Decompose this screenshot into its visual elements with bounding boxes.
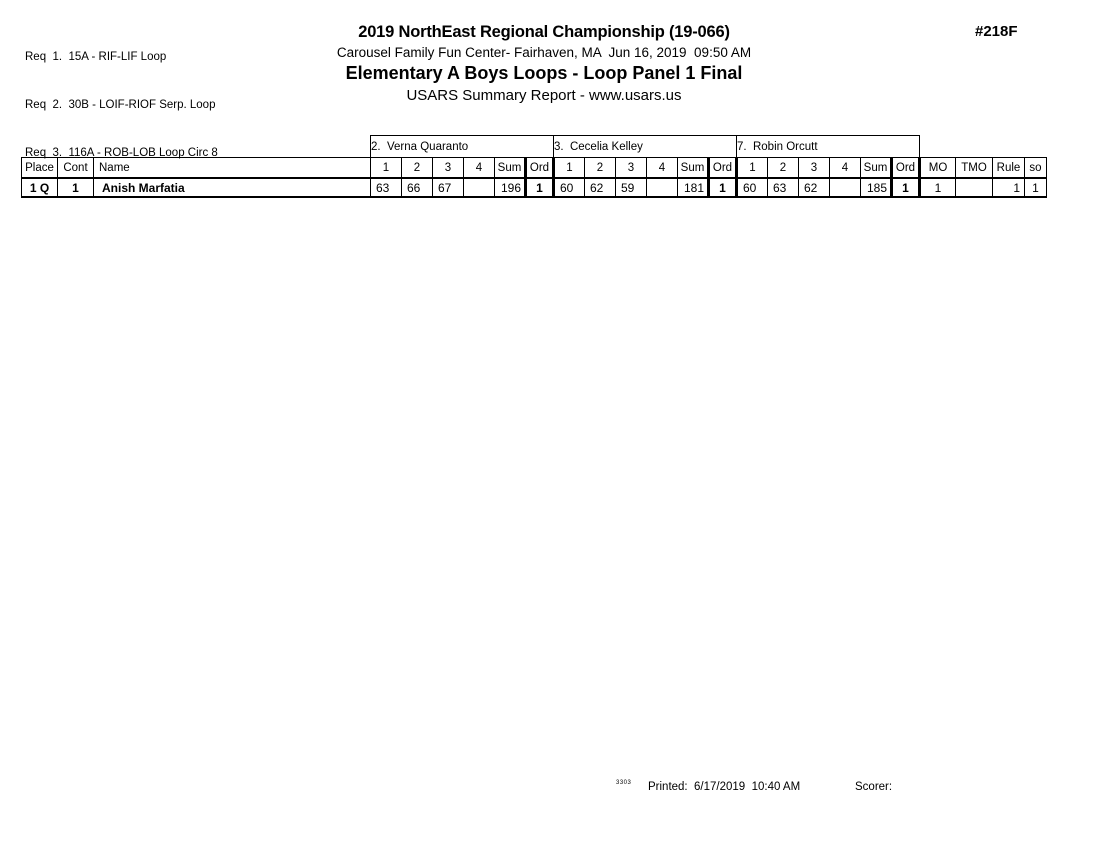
col-header-j1-trial1: 1: [370, 157, 402, 179]
col-header-cont: Cont: [57, 157, 94, 179]
judge-1-name: 2. Verna Quaranto: [370, 135, 554, 158]
requirement-line-2: Req 2. 30B - LOIF-RIOF Serp. Loop: [25, 99, 216, 111]
report-subtitle: USARS Summary Report - www.usars.us: [406, 87, 682, 104]
col-header-j2-ord: Ord: [707, 157, 738, 179]
col-header-j2-sum: Sum: [677, 157, 709, 179]
results-table: 2. Verna Quaranto 3. Cecelia Kelley 7. R…: [21, 135, 1047, 198]
col-header-place: Place: [21, 157, 58, 179]
j1-trial1-score: 63: [370, 177, 402, 198]
col-header-rule: Rule: [992, 157, 1025, 179]
report-code: 3303: [616, 780, 632, 786]
col-header-mo: MO: [919, 157, 956, 179]
j1-trial3-score: 67: [432, 177, 464, 198]
col-header-j3-trial3: 3: [798, 157, 830, 179]
j3-trial2-score: 63: [767, 177, 799, 198]
col-header-j3-ord: Ord: [890, 157, 921, 179]
col-header-j2-trial4: 4: [646, 157, 678, 179]
judge-header-spacer-left: [22, 136, 371, 158]
mo-cell: 1: [919, 177, 956, 198]
printed-timestamp: Printed: 6/17/2019 10:40 AM: [648, 781, 800, 793]
requirement-line-1: Req 1. 15A - RIF-LIF Loop: [25, 51, 167, 63]
rule-cell: 1: [992, 177, 1025, 198]
championship-title: 2019 NorthEast Regional Championship (19…: [358, 23, 730, 41]
j1-sum: 196: [494, 177, 526, 198]
j2-trial4-score: [646, 177, 678, 198]
place-cell: 1 Q: [21, 177, 58, 198]
tmo-cell: [955, 177, 993, 198]
col-header-j1-trial3: 3: [432, 157, 464, 179]
j1-trial4-score: [463, 177, 495, 198]
col-header-j3-sum: Sum: [860, 157, 892, 179]
col-header-j1-ord: Ord: [524, 157, 555, 179]
venue-date-line: Carousel Family Fun Center- Fairhaven, M…: [336, 45, 752, 60]
col-header-j1-sum: Sum: [494, 157, 526, 179]
col-header-so: so: [1024, 157, 1047, 179]
column-header-row: Place Cont Name 1 2 3 4 Sum Ord 1 2 3 4 …: [21, 157, 1047, 179]
j3-trial3-score: 62: [798, 177, 830, 198]
scorer-label: Scorer:: [855, 781, 893, 793]
j2-sum: 181: [677, 177, 709, 198]
j3-ord: 1: [890, 177, 921, 198]
col-header-tmo: TMO: [955, 157, 993, 179]
j1-ord: 1: [524, 177, 555, 198]
col-header-j3-trial4: 4: [829, 157, 861, 179]
col-header-j2-trial1: 1: [553, 157, 585, 179]
j2-trial2-score: 62: [584, 177, 616, 198]
j3-trial1-score: 60: [736, 177, 768, 198]
col-header-j3-trial2: 2: [767, 157, 799, 179]
requirement-line-3: Req 3. 116A - ROB-LOB Loop Circ 8: [25, 147, 218, 159]
col-header-j3-trial1: 1: [736, 157, 768, 179]
j2-trial3-score: 59: [615, 177, 647, 198]
col-header-j2-trial2: 2: [584, 157, 616, 179]
j1-trial2-score: 66: [401, 177, 433, 198]
col-header-j1-trial4: 4: [463, 157, 495, 179]
j2-ord: 1: [707, 177, 738, 198]
so-cell: 1: [1024, 177, 1047, 198]
judge-header-row: 2. Verna Quaranto 3. Cecelia Kelley 7. R…: [22, 135, 1047, 158]
skater-name-cell: Anish Marfatia: [93, 177, 371, 198]
col-header-j2-trial3: 3: [615, 157, 647, 179]
cont-cell: 1: [57, 177, 94, 198]
table-row: 1 Q 1 Anish Marfatia 63 66 67 196 1 60 6…: [21, 177, 1047, 198]
competition-number: #218F: [975, 23, 1018, 40]
event-title: Elementary A Boys Loops - Loop Panel 1 F…: [345, 63, 743, 83]
col-header-name: Name: [93, 157, 371, 179]
requirements-list: Req 1. 15A - RIF-LIF Loop Req 2. 30B - L…: [25, 17, 218, 193]
printed-label: Printed:: [648, 781, 688, 793]
j3-trial4-score: [829, 177, 861, 198]
judge-3-name: 7. Robin Orcutt: [736, 135, 920, 158]
judge-header-spacer-right: [920, 136, 1047, 158]
judge-2-name: 3. Cecelia Kelley: [553, 135, 737, 158]
printed-value: 6/17/2019 10:40 AM: [694, 781, 801, 793]
col-header-j1-trial2: 2: [401, 157, 433, 179]
j2-trial1-score: 60: [553, 177, 585, 198]
j3-sum: 185: [860, 177, 892, 198]
